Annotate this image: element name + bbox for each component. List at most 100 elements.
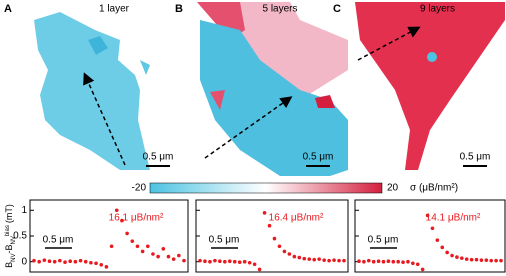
- data-point: [455, 255, 459, 259]
- data-point: [257, 267, 262, 272]
- data-point: [78, 258, 83, 263]
- data-point: [223, 259, 227, 264]
- data-point: [182, 258, 186, 263]
- scale-bar-label: 0.5 μm: [303, 152, 334, 163]
- y-label-part: B: [4, 262, 14, 268]
- data-point: [232, 259, 237, 264]
- colorbar-min: -20: [132, 183, 147, 194]
- data-point: [83, 259, 88, 264]
- scale-bar-label: 0.5 μm: [209, 235, 240, 246]
- data-point: [104, 265, 109, 269]
- panel-label: 9 layers: [420, 4, 455, 15]
- data-point: [242, 259, 247, 264]
- data-point: [371, 259, 376, 264]
- data-point: [166, 254, 171, 259]
- data-point: [73, 259, 78, 264]
- data-point: [292, 254, 297, 259]
- data-point: [386, 259, 391, 264]
- data-point: [396, 259, 400, 264]
- data-point: [327, 258, 331, 263]
- panel-letter: B: [175, 3, 183, 15]
- data-point: [479, 258, 484, 262]
- panel-label: 1 layer: [99, 4, 130, 15]
- colorbar: [149, 182, 383, 194]
- data-point: [460, 256, 464, 260]
- y-axis-label: BNV-BNVbias(mT): [4, 204, 16, 268]
- data-point: [177, 253, 181, 258]
- data-point: [247, 260, 252, 265]
- data-point: [58, 258, 62, 263]
- data-point: [420, 267, 425, 272]
- scale-bar-label: 0.5 μm: [368, 235, 399, 246]
- image-c: [355, 2, 505, 176]
- data-point: [99, 263, 104, 267]
- data-point: [114, 208, 119, 213]
- data-point: [52, 259, 57, 264]
- data-point: [425, 213, 430, 218]
- data-point: [464, 257, 469, 261]
- data-point: [156, 254, 160, 259]
- data-point: [161, 247, 166, 251]
- data-point: [282, 249, 287, 254]
- data-point: [411, 261, 415, 266]
- data-point: [47, 259, 52, 264]
- data-point: [474, 257, 479, 262]
- y-tick-label: 0.5: [13, 231, 27, 242]
- data-point: [213, 258, 217, 263]
- data-point: [484, 258, 489, 262]
- panel-letter: C: [333, 3, 341, 15]
- data-point: [317, 257, 321, 261]
- panel-label: 5 layers: [263, 4, 298, 15]
- colorbar-label: σ (μB/nm²): [410, 183, 458, 194]
- data-point: [391, 259, 396, 264]
- data-point: [94, 261, 98, 266]
- data-point: [63, 260, 67, 265]
- data-point: [499, 258, 503, 263]
- data-point: [435, 238, 440, 242]
- data-point: [237, 260, 242, 265]
- y-label-part: -B: [4, 245, 14, 254]
- data-point: [262, 211, 267, 215]
- data-point: [440, 245, 445, 250]
- data-point: [342, 258, 346, 263]
- data-point: [125, 231, 129, 236]
- data-point: [376, 259, 381, 264]
- data-point: [302, 256, 307, 261]
- data-point: [227, 259, 232, 264]
- y-label-part: NV: [11, 236, 17, 244]
- data-point: [135, 244, 140, 249]
- panel-letter: A: [4, 3, 12, 15]
- data-point: [68, 259, 73, 264]
- data-point: [322, 258, 326, 262]
- data-point: [151, 252, 155, 256]
- scale-bar-label: 0.5 μm: [460, 152, 491, 163]
- data-point: [272, 236, 277, 241]
- data-point: [297, 255, 302, 260]
- data-point: [198, 258, 202, 263]
- y-tick-label: 1: [21, 205, 27, 216]
- data-point: [208, 259, 212, 264]
- data-point: [277, 244, 282, 249]
- data-point: [120, 218, 124, 223]
- y-tick-label: 0: [21, 256, 27, 267]
- data-point: [366, 258, 371, 263]
- data-point: [252, 262, 257, 267]
- annotation: 16.4 μB/nm²: [269, 213, 324, 224]
- data-point: [218, 259, 222, 264]
- image-a: [30, 2, 188, 176]
- data-point: [89, 260, 93, 265]
- data-point: [401, 260, 405, 265]
- annotation: 16.1 μB/nm²: [109, 213, 164, 224]
- data-point: [430, 226, 435, 231]
- data-point: [445, 250, 449, 255]
- data-point: [489, 258, 494, 263]
- data-point: [406, 259, 410, 264]
- scale-bar-label: 0.5 μm: [143, 152, 174, 163]
- data-point: [450, 253, 454, 258]
- data-point: [32, 258, 36, 263]
- data-point: [109, 244, 114, 249]
- data-point: [312, 257, 317, 262]
- data-point: [332, 258, 336, 262]
- y-label-part: NV: [11, 254, 17, 262]
- data-point: [381, 259, 386, 264]
